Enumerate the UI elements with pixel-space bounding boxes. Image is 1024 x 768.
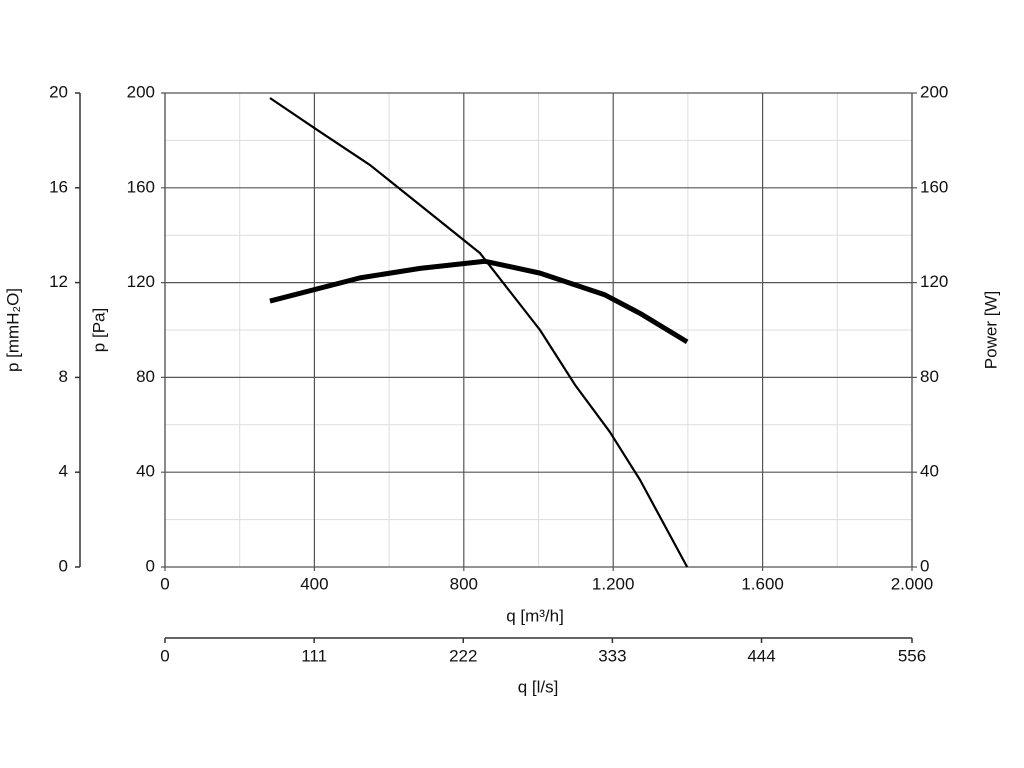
y2-axis-title: Power [W]: [981, 291, 1000, 369]
y-tick-label: 40: [136, 462, 155, 481]
y3-axis-title: p [mmH₂O]: [3, 288, 22, 372]
y3-tick-label: 16: [49, 177, 68, 196]
y2-tick-label: 120: [920, 272, 948, 291]
x2-tick-label: 333: [598, 646, 626, 665]
x-tick-label: 0: [160, 574, 169, 593]
x2-tick-label: 0: [160, 646, 169, 665]
series-line: [269, 258, 689, 344]
y-tick-label: 200: [127, 82, 155, 101]
x-tick-label: 1.200: [592, 574, 635, 593]
x-tick-label: 2.000: [891, 574, 934, 593]
y2-tick-label: 80: [920, 367, 939, 386]
series-line: [269, 97, 689, 568]
y3-tick-label: 4: [59, 462, 68, 481]
y3-tick-label: 20: [49, 82, 68, 101]
y2-tick-label: 40: [920, 462, 939, 481]
x2-tick-label: 556: [898, 646, 926, 665]
y3-tick-label: 12: [49, 272, 68, 291]
y3-tick-label: 8: [59, 367, 68, 386]
y-tick-label: 80: [136, 367, 155, 386]
x2-tick-label: 111: [301, 646, 327, 665]
x-tick-label: 1.600: [741, 574, 784, 593]
x2-axis-title: q [l/s]: [518, 677, 559, 696]
x-tick-label: 800: [450, 574, 478, 593]
y2-tick-label: 160: [920, 177, 948, 196]
y-axis-title: p [Pa]: [89, 308, 108, 352]
x-axis-title: q [m³/h]: [506, 606, 564, 625]
x2-tick-label: 222: [449, 646, 477, 665]
y3-tick-label: 0: [59, 556, 68, 575]
y2-tick-label: 0: [920, 556, 929, 575]
y-tick-label: 120: [127, 272, 155, 291]
y2-tick-label: 200: [920, 82, 948, 101]
x-tick-label: 400: [300, 574, 328, 593]
x2-tick-label: 444: [747, 646, 775, 665]
y-tick-label: 160: [127, 177, 155, 196]
y-tick-label: 0: [146, 556, 155, 575]
